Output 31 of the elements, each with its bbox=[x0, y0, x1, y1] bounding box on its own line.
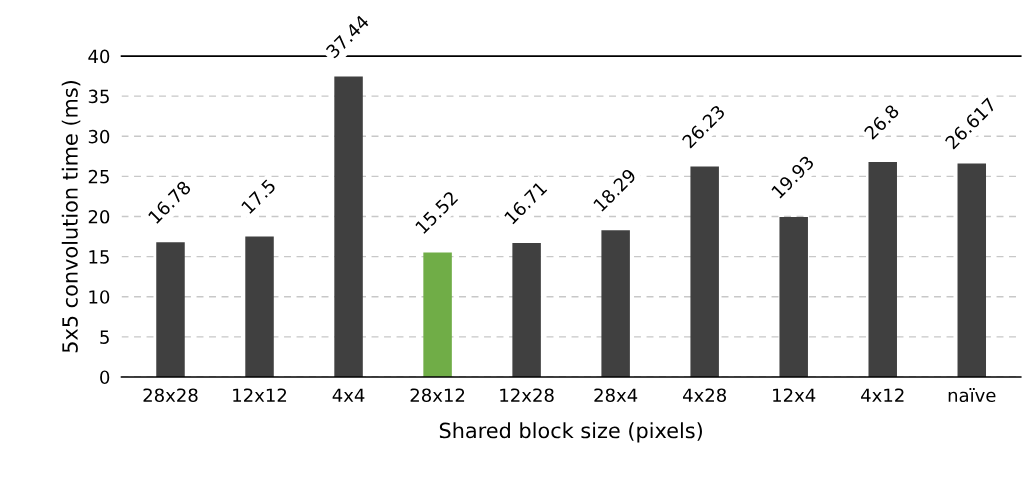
x-tick-label: 28x12 bbox=[410, 388, 465, 403]
y-tick-label: 25 bbox=[88, 169, 109, 184]
bar bbox=[512, 242, 541, 377]
bar bbox=[334, 76, 363, 377]
y-tick-label: 35 bbox=[88, 89, 109, 104]
y-tick-label: 15 bbox=[89, 250, 109, 264]
y-tick-label: 0 bbox=[100, 370, 110, 385]
y-axis-title: 5x5 convolution time (ms) bbox=[61, 81, 81, 353]
x-axis-title: Shared block size (pixels) bbox=[439, 422, 702, 443]
x-tick-label: 4x4 bbox=[332, 388, 365, 402]
bar bbox=[690, 166, 719, 377]
bar bbox=[957, 163, 987, 377]
x-tick-label: 28x4 bbox=[594, 388, 638, 403]
y-tick-label: 5 bbox=[100, 330, 109, 344]
y-tick-label: 10 bbox=[89, 290, 110, 304]
x-tick-label: 12x28 bbox=[500, 388, 554, 403]
bar bbox=[423, 252, 452, 377]
x-tick-label: 12x12 bbox=[233, 388, 287, 402]
x-tick-label: naïve bbox=[948, 388, 996, 403]
x-tick-label: 12x4 bbox=[773, 388, 816, 402]
bar bbox=[868, 161, 897, 377]
x-tick-label: 4x28 bbox=[682, 388, 727, 403]
y-tick-label: 20 bbox=[88, 209, 110, 224]
y-tick-label: 40 bbox=[88, 49, 110, 64]
bar bbox=[245, 236, 274, 377]
x-tick-label: 4x12 bbox=[861, 388, 904, 402]
bar bbox=[601, 230, 630, 377]
bar bbox=[779, 217, 808, 377]
bar bbox=[156, 242, 185, 377]
y-tick-label: 30 bbox=[88, 129, 110, 144]
x-tick-label: 28x28 bbox=[143, 388, 198, 403]
